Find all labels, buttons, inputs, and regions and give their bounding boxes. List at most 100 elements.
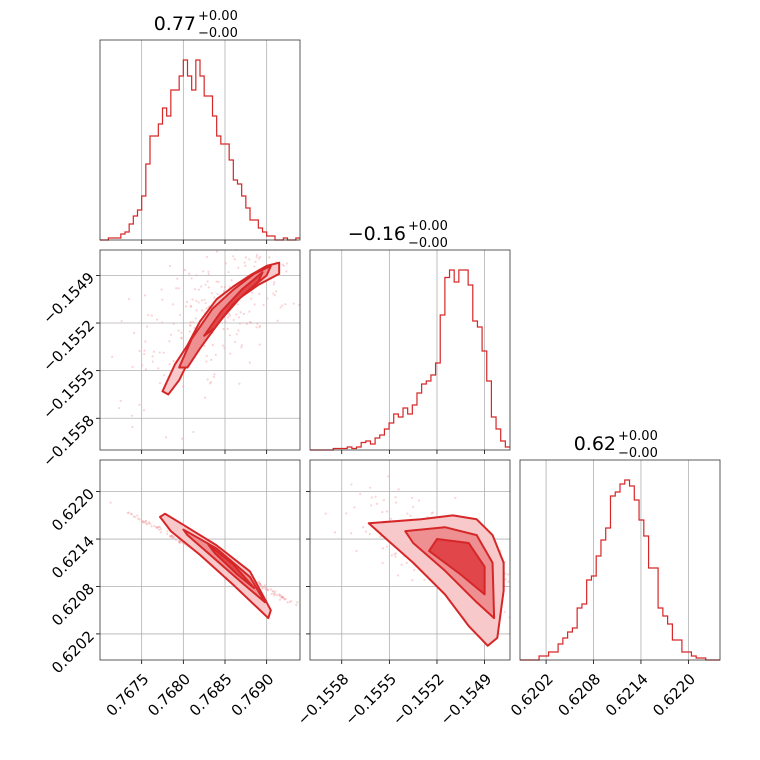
scatter-point <box>272 590 275 593</box>
scatter-point <box>170 534 173 538</box>
scatter-point <box>284 598 287 601</box>
scatter-point <box>171 536 174 539</box>
scatter-point <box>353 506 356 509</box>
panel-title-2: 0.62 +0.00 −0.00 <box>574 429 658 461</box>
scatter-point <box>155 526 158 529</box>
scatter-point <box>172 322 175 325</box>
scatter-point <box>255 253 258 257</box>
scatter-point <box>163 374 166 377</box>
scatter-point <box>168 264 172 268</box>
scatter-point <box>142 520 146 523</box>
scatter-point <box>178 540 181 543</box>
title-lower: −0.00 <box>198 26 238 41</box>
panel-frame <box>309 459 511 661</box>
contour-line-level-2 <box>428 538 486 596</box>
scatter-point <box>205 354 208 358</box>
scatter-point <box>217 280 220 284</box>
scatter-point <box>132 515 135 518</box>
scatter-point <box>200 285 203 288</box>
scatter-point <box>156 525 159 529</box>
scatter-point <box>224 262 227 265</box>
scatter-point <box>127 511 130 514</box>
panel-2-1: −0.1558−0.1555−0.1552−0.1549 <box>294 459 568 729</box>
scatter-point <box>153 524 156 528</box>
x-tick-label: 0.7680 <box>144 670 194 720</box>
x-tick-label: 0.6214 <box>602 670 652 720</box>
scatter-point <box>178 540 181 543</box>
scatter-point <box>281 595 285 599</box>
scatter-point <box>515 607 517 609</box>
scatter-point <box>280 596 283 599</box>
scatter-point <box>168 340 171 343</box>
scatter-point <box>512 577 514 579</box>
scatter-point <box>518 588 520 590</box>
scatter-point <box>253 303 256 306</box>
scatter-point <box>178 540 181 543</box>
scatter-point <box>413 568 416 571</box>
scatter-point <box>282 226 284 228</box>
scatter-point <box>214 353 217 356</box>
scatter-point <box>156 526 159 529</box>
scatter-point <box>504 572 507 575</box>
scatter-point <box>149 522 152 525</box>
scatter-point <box>160 321 164 324</box>
x-tick-label: 0.6208 <box>554 670 604 720</box>
scatter-point <box>540 568 542 570</box>
scatter-point <box>557 606 559 608</box>
scatter-point <box>263 586 266 589</box>
scatter-point <box>207 247 209 249</box>
scatter-point <box>245 322 249 325</box>
pair-plot-0 <box>100 218 337 440</box>
histogram-0 <box>100 59 300 241</box>
scatter-point <box>308 246 310 248</box>
scatter-point <box>230 279 233 282</box>
scatter-point <box>158 351 161 354</box>
scatter-point <box>144 368 148 371</box>
scatter-point <box>194 317 197 320</box>
scatter-point <box>272 592 275 595</box>
scatter-point <box>235 313 238 316</box>
scatter-point <box>237 316 241 319</box>
scatter-point <box>235 333 238 336</box>
scatter-point <box>232 318 235 322</box>
scatter-point <box>566 593 568 595</box>
scatter-point <box>523 572 525 574</box>
scatter-point <box>193 326 196 330</box>
scatter-point <box>232 255 235 258</box>
scatter-point <box>296 601 299 604</box>
panel-1-0: −0.1558−0.1555−0.1552−0.1549 <box>39 218 337 470</box>
scatter-point <box>183 268 187 272</box>
scatter-point <box>138 403 141 406</box>
scatter-point <box>126 512 130 515</box>
scatter-point <box>144 520 147 523</box>
scatter-point <box>540 558 542 560</box>
scatter-point <box>223 286 227 289</box>
scatter-point <box>259 583 262 586</box>
contour-fill-level-2 <box>208 544 255 589</box>
scatter-point <box>223 347 226 350</box>
scatter-point <box>213 296 216 299</box>
scatter-point <box>228 314 232 317</box>
scatter-point <box>222 327 225 331</box>
scatter-point <box>253 265 256 268</box>
scatter-point <box>242 312 245 316</box>
scatter-point <box>323 621 325 623</box>
scatter-point <box>282 596 285 599</box>
scatter-point <box>141 520 144 523</box>
scatter-point <box>144 520 148 523</box>
scatter-point <box>335 218 337 220</box>
contour-line-level-1 <box>182 528 266 604</box>
x-tick-label: −0.1558 <box>294 670 353 729</box>
scatter-point <box>185 300 189 304</box>
scatter-point <box>281 304 284 307</box>
panel-title-0: 0.77 +0.00 −0.00 <box>154 9 238 41</box>
scatter-point <box>271 589 274 593</box>
scatter-point <box>551 600 553 602</box>
scatter-point <box>350 483 353 486</box>
scatter-point <box>374 495 377 498</box>
scatter-point <box>143 352 146 356</box>
scatter-point <box>141 364 144 367</box>
scatter-point <box>278 593 281 596</box>
scatter-point <box>266 588 270 592</box>
y-tick-label: 0.6220 <box>48 485 98 535</box>
